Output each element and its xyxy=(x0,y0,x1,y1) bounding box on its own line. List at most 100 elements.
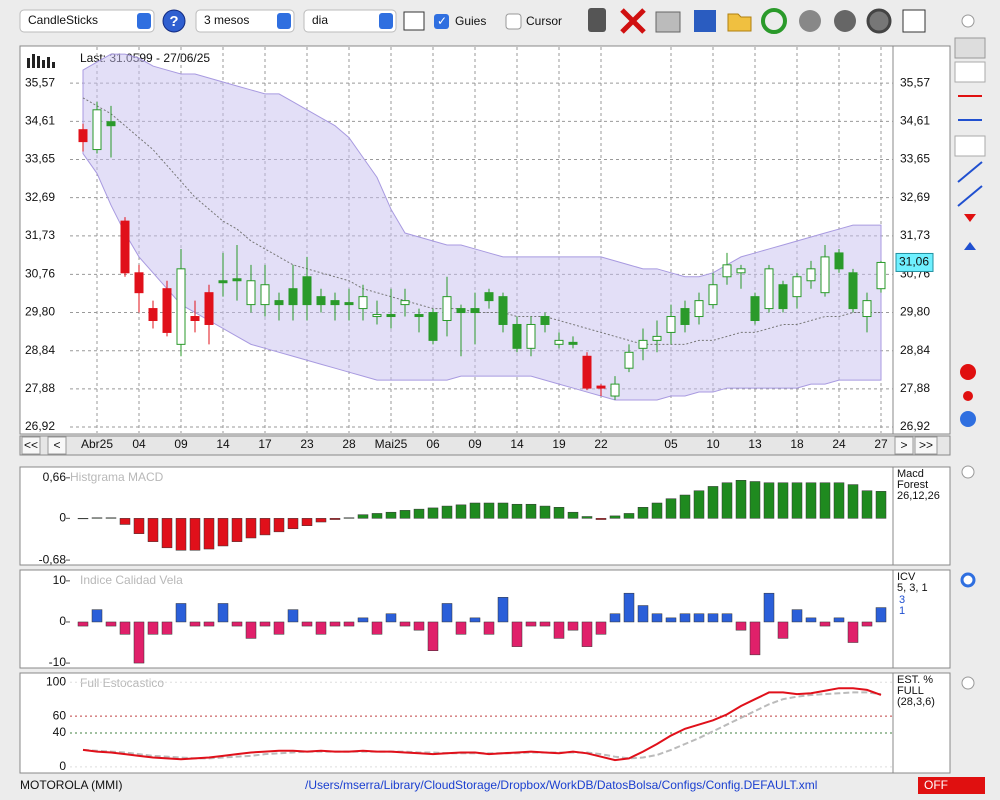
bar xyxy=(567,621,579,631)
bar xyxy=(511,503,523,519)
bar xyxy=(119,621,131,635)
panel-title: Indice Calidad Vela xyxy=(80,573,183,587)
date-bar xyxy=(19,435,951,456)
bar xyxy=(441,505,453,519)
bar xyxy=(329,621,341,627)
delete-icon[interactable] xyxy=(620,8,646,34)
down-tool[interactable] xyxy=(964,214,976,222)
period-select[interactable] xyxy=(195,9,295,33)
nav-button[interactable] xyxy=(914,436,938,455)
y-tick-label: 34,61 xyxy=(900,114,930,128)
settings-icon[interactable] xyxy=(866,8,892,34)
euro-icon[interactable] xyxy=(834,10,856,32)
radio[interactable] xyxy=(961,14,975,28)
candle-body xyxy=(848,272,858,310)
bar xyxy=(833,617,845,623)
nav-button[interactable] xyxy=(47,436,67,455)
bar xyxy=(693,490,705,519)
x-tick-label: 09 xyxy=(468,437,482,451)
refresh-icon[interactable] xyxy=(761,8,787,34)
bar xyxy=(581,516,593,519)
cursor-checkbox[interactable] xyxy=(505,13,522,30)
bar xyxy=(385,613,397,623)
y-tick-label: 10 xyxy=(53,573,67,587)
bar xyxy=(525,621,537,627)
calendar-icon[interactable] xyxy=(403,11,425,31)
bar xyxy=(861,621,873,627)
candle-body xyxy=(288,288,298,306)
bar xyxy=(315,621,327,635)
up-tool[interactable] xyxy=(964,242,976,250)
y-tick-label: 32,69 xyxy=(25,190,55,204)
sync-icon[interactable] xyxy=(799,10,821,32)
bar xyxy=(637,507,649,519)
radio[interactable] xyxy=(960,572,976,588)
candle-body xyxy=(204,292,214,325)
trend-tool[interactable] xyxy=(957,161,983,183)
bar xyxy=(777,482,789,519)
candle-body xyxy=(260,284,270,306)
bar xyxy=(735,621,747,631)
bar xyxy=(133,621,145,664)
bar xyxy=(819,621,831,627)
stop-tool[interactable] xyxy=(960,364,976,380)
legend: Forest xyxy=(897,479,928,491)
guides-checkbox[interactable] xyxy=(434,14,449,29)
chart-type-select[interactable] xyxy=(19,9,155,33)
y-tick-label: 27,88 xyxy=(25,381,55,395)
nav-button[interactable] xyxy=(894,436,914,455)
candle-body xyxy=(344,302,354,306)
bar xyxy=(469,617,481,623)
open-icon[interactable] xyxy=(727,13,752,32)
stoch-k xyxy=(82,687,882,762)
interval: dia xyxy=(312,13,328,27)
calendar-day-icon[interactable] xyxy=(902,9,926,33)
bar xyxy=(679,494,691,519)
nav-label: < xyxy=(53,438,60,452)
tool[interactable] xyxy=(954,61,986,83)
interval-select[interactable] xyxy=(303,9,397,33)
swap-tool[interactable] xyxy=(960,411,976,427)
symbol: MOTOROLA (MMI) xyxy=(20,778,122,792)
bar xyxy=(175,603,187,623)
bar xyxy=(91,517,103,519)
y-tick-label: 40 xyxy=(53,725,67,739)
x-tick-label: 14 xyxy=(216,437,230,451)
candle-body xyxy=(526,323,536,349)
tool[interactable] xyxy=(954,135,986,157)
record-tool[interactable] xyxy=(963,391,973,401)
bar xyxy=(371,621,383,635)
trend-tool[interactable] xyxy=(957,185,983,207)
bar xyxy=(105,621,117,627)
bar xyxy=(399,510,411,519)
zoom-tool[interactable] xyxy=(954,37,986,59)
config-path: /Users/mserra/Library/CloudStorage/Dropb… xyxy=(305,778,817,792)
help-button[interactable] xyxy=(162,9,186,33)
bar-icon xyxy=(27,54,55,68)
save-icon[interactable] xyxy=(694,10,716,32)
y-tick-label: 29,80 xyxy=(25,305,55,319)
y-tick-label: 35,57 xyxy=(900,75,930,89)
candle-body xyxy=(820,256,830,294)
radio[interactable] xyxy=(961,465,975,479)
x-tick-label: 17 xyxy=(258,437,272,451)
trash-icon[interactable] xyxy=(588,8,606,32)
y-tick-label: 29,80 xyxy=(900,305,930,319)
bar xyxy=(567,511,579,519)
current-price: 31,06 xyxy=(899,255,929,269)
bar xyxy=(553,507,565,519)
bar xyxy=(189,518,201,551)
nav-button[interactable] xyxy=(21,436,41,455)
bar xyxy=(427,621,439,651)
x-tick-label: 05 xyxy=(664,437,678,451)
bar xyxy=(147,518,159,542)
bar xyxy=(203,518,215,550)
bar xyxy=(357,514,369,519)
legend: 26,12,26 xyxy=(897,490,940,502)
candle-body xyxy=(806,268,816,282)
bar xyxy=(91,609,103,623)
bar xyxy=(469,502,481,519)
bar xyxy=(259,518,271,536)
print-icon[interactable] xyxy=(655,11,681,33)
radio[interactable] xyxy=(961,676,975,690)
